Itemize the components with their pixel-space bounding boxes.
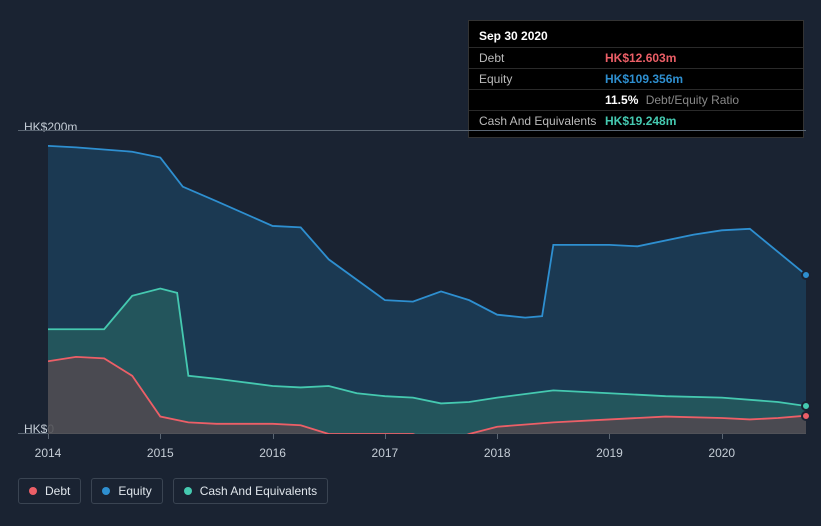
plot-area xyxy=(18,130,806,434)
legend-label: Cash And Equivalents xyxy=(200,484,317,498)
end-marker-equity xyxy=(801,270,811,280)
tooltip-row-value: HK$109.356m xyxy=(605,72,683,86)
legend-item-equity[interactable]: Equity xyxy=(91,478,162,504)
x-tick-label: 2020 xyxy=(708,446,735,460)
legend-item-cash[interactable]: Cash And Equivalents xyxy=(173,478,328,504)
tooltip-row-value: 11.5% Debt/Equity Ratio xyxy=(605,93,739,107)
x-tick-mark xyxy=(722,434,723,439)
tooltip-title: Sep 30 2020 xyxy=(469,27,803,47)
x-tick-label: 2015 xyxy=(147,446,174,460)
x-tick-label: 2018 xyxy=(484,446,511,460)
x-tick-mark xyxy=(273,434,274,439)
legend-dot-icon xyxy=(102,487,110,495)
x-tick-mark xyxy=(385,434,386,439)
tooltip-row-label: Equity xyxy=(479,72,605,86)
tooltip-box: Sep 30 2020 DebtHK$12.603mEquityHK$109.3… xyxy=(468,20,804,138)
x-tick-mark xyxy=(609,434,610,439)
tooltip-row: Cash And EquivalentsHK$19.248m xyxy=(469,110,803,131)
legend-dot-icon xyxy=(29,487,37,495)
x-tick-mark xyxy=(160,434,161,439)
gridline-top xyxy=(18,130,806,131)
tooltip-row-suffix: Debt/Equity Ratio xyxy=(642,93,739,107)
tooltip-row-label: Debt xyxy=(479,51,605,65)
x-tick-label: 2016 xyxy=(259,446,286,460)
end-marker-debt xyxy=(801,411,811,421)
tooltip-row: EquityHK$109.356m xyxy=(469,68,803,89)
x-tick-label: 2017 xyxy=(372,446,399,460)
x-tick-label: 2019 xyxy=(596,446,623,460)
legend-item-debt[interactable]: Debt xyxy=(18,478,81,504)
tooltip-row-value: HK$12.603m xyxy=(605,51,676,65)
area-chart-svg xyxy=(48,143,806,434)
x-tick-mark xyxy=(497,434,498,439)
tooltip-row-label xyxy=(479,93,605,107)
tooltip-row: DebtHK$12.603m xyxy=(469,47,803,68)
legend-label: Equity xyxy=(118,484,151,498)
legend-dot-icon xyxy=(184,487,192,495)
end-marker-cash xyxy=(801,401,811,411)
x-axis-ticks: 2014201520162017201820192020 xyxy=(48,436,806,466)
tooltip-row-value: HK$19.248m xyxy=(605,114,676,128)
x-tick-mark xyxy=(48,434,49,439)
legend-label: Debt xyxy=(45,484,70,498)
tooltip-row-label: Cash And Equivalents xyxy=(479,114,605,128)
legend: Debt Equity Cash And Equivalents xyxy=(18,478,328,504)
x-tick-label: 2014 xyxy=(35,446,62,460)
chart-container: Sep 30 2020 DebtHK$12.603mEquityHK$109.3… xyxy=(0,0,821,526)
tooltip-row: 11.5% Debt/Equity Ratio xyxy=(469,89,803,110)
